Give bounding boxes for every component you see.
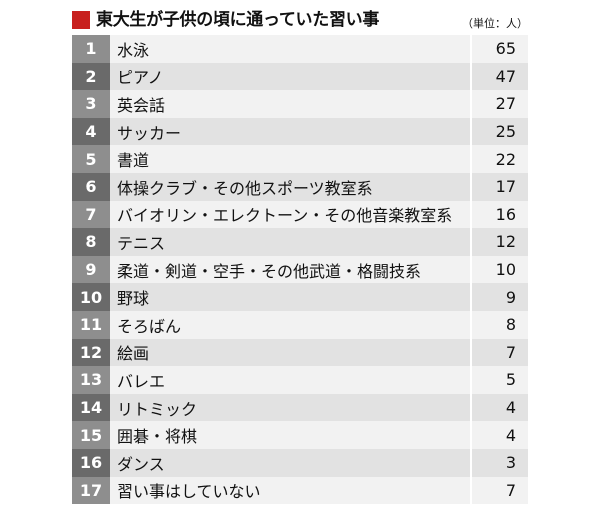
rank-cell: 17 bbox=[72, 476, 110, 505]
rank-cell: 3 bbox=[72, 90, 110, 118]
activity-name-cell: 英会話 bbox=[110, 90, 470, 118]
count-value-cell: 17 bbox=[470, 173, 528, 201]
activity-name-cell: 書道 bbox=[110, 145, 470, 173]
chart-title: 東大生が子供の頃に通っていた習い事 bbox=[96, 10, 380, 30]
count-value-cell: 5 bbox=[470, 366, 528, 394]
count-value-cell: 3 bbox=[470, 449, 528, 477]
table-row: 6 体操クラブ・その他スポーツ教室系 17 bbox=[72, 173, 528, 201]
chart-header: 東大生が子供の頃に通っていた習い事 （単位：人） bbox=[72, 8, 528, 32]
table-row: 12 絵画 7 bbox=[72, 338, 528, 367]
activity-name-cell: 囲碁・将棋 bbox=[110, 421, 470, 449]
activity-name-cell: ピアノ bbox=[110, 62, 470, 91]
rank-cell: 4 bbox=[72, 117, 110, 146]
count-value-cell: 7 bbox=[470, 338, 528, 367]
table-row: 2 ピアノ 47 bbox=[72, 62, 528, 91]
rank-cell: 5 bbox=[72, 145, 110, 173]
count-value-cell: 16 bbox=[470, 200, 528, 229]
activity-name-cell: 体操クラブ・その他スポーツ教室系 bbox=[110, 173, 470, 201]
activity-name-cell: テニス bbox=[110, 228, 470, 256]
count-value-cell: 65 bbox=[470, 35, 528, 63]
table-row: 13 バレエ 5 bbox=[72, 366, 528, 394]
count-value-cell: 8 bbox=[470, 311, 528, 339]
activity-name-cell: そろばん bbox=[110, 311, 470, 339]
rank-cell: 16 bbox=[72, 449, 110, 477]
count-value-cell: 22 bbox=[470, 145, 528, 173]
rank-cell: 9 bbox=[72, 255, 110, 284]
count-value-cell: 12 bbox=[470, 228, 528, 256]
table-row: 8 テニス 12 bbox=[72, 228, 528, 256]
unit-label: （単位：人） bbox=[462, 17, 528, 30]
count-value-cell: 7 bbox=[470, 476, 528, 505]
count-value-cell: 4 bbox=[470, 393, 528, 422]
table-row: 11 そろばん 8 bbox=[72, 311, 528, 339]
count-value-cell: 10 bbox=[470, 255, 528, 284]
rank-cell: 10 bbox=[72, 283, 110, 311]
rank-cell: 2 bbox=[72, 62, 110, 91]
activity-name-cell: リトミック bbox=[110, 393, 470, 422]
count-value-cell: 9 bbox=[470, 283, 528, 311]
rank-cell: 6 bbox=[72, 173, 110, 201]
table-row: 16 ダンス 3 bbox=[72, 449, 528, 477]
rank-cell: 15 bbox=[72, 421, 110, 449]
count-value-cell: 25 bbox=[470, 117, 528, 146]
rank-cell: 7 bbox=[72, 200, 110, 229]
rank-cell: 11 bbox=[72, 311, 110, 339]
ranking-table: 1 水泳 65 2 ピアノ 47 3 英会話 27 4 サッカー 25 5 書道 22 6 体操クラブ・その他ス… bbox=[72, 35, 528, 505]
count-value-cell: 27 bbox=[470, 90, 528, 118]
table-row: 10 野球 9 bbox=[72, 283, 528, 311]
table-row: 7 バイオリン・エレクトーン・その他音楽教室系 16 bbox=[72, 200, 528, 229]
activity-name-cell: バレエ bbox=[110, 366, 470, 394]
activity-name-cell: 水泳 bbox=[110, 35, 470, 63]
table-row: 15 囲碁・将棋 4 bbox=[72, 421, 528, 449]
rank-cell: 14 bbox=[72, 393, 110, 422]
table-row: 5 書道 22 bbox=[72, 145, 528, 173]
table-row: 14 リトミック 4 bbox=[72, 393, 528, 422]
rank-cell: 1 bbox=[72, 35, 110, 63]
rank-cell: 13 bbox=[72, 366, 110, 394]
table-row: 17 習い事はしていない 7 bbox=[72, 476, 528, 505]
count-value-cell: 4 bbox=[470, 421, 528, 449]
activity-name-cell: ダンス bbox=[110, 449, 470, 477]
table-row: 9 柔道・剣道・空手・その他武道・格闘技系 10 bbox=[72, 255, 528, 284]
count-value-cell: 47 bbox=[470, 62, 528, 91]
activity-name-cell: バイオリン・エレクトーン・その他音楽教室系 bbox=[110, 200, 470, 229]
rank-cell: 12 bbox=[72, 338, 110, 367]
activity-name-cell: 習い事はしていない bbox=[110, 476, 470, 505]
title-marker bbox=[72, 11, 90, 29]
activity-name-cell: サッカー bbox=[110, 117, 470, 146]
table-row: 3 英会話 27 bbox=[72, 90, 528, 118]
rank-cell: 8 bbox=[72, 228, 110, 256]
activity-name-cell: 野球 bbox=[110, 283, 470, 311]
table-row: 4 サッカー 25 bbox=[72, 117, 528, 146]
activity-name-cell: 絵画 bbox=[110, 338, 470, 367]
activity-name-cell: 柔道・剣道・空手・その他武道・格闘技系 bbox=[110, 255, 470, 284]
table-row: 1 水泳 65 bbox=[72, 35, 528, 63]
